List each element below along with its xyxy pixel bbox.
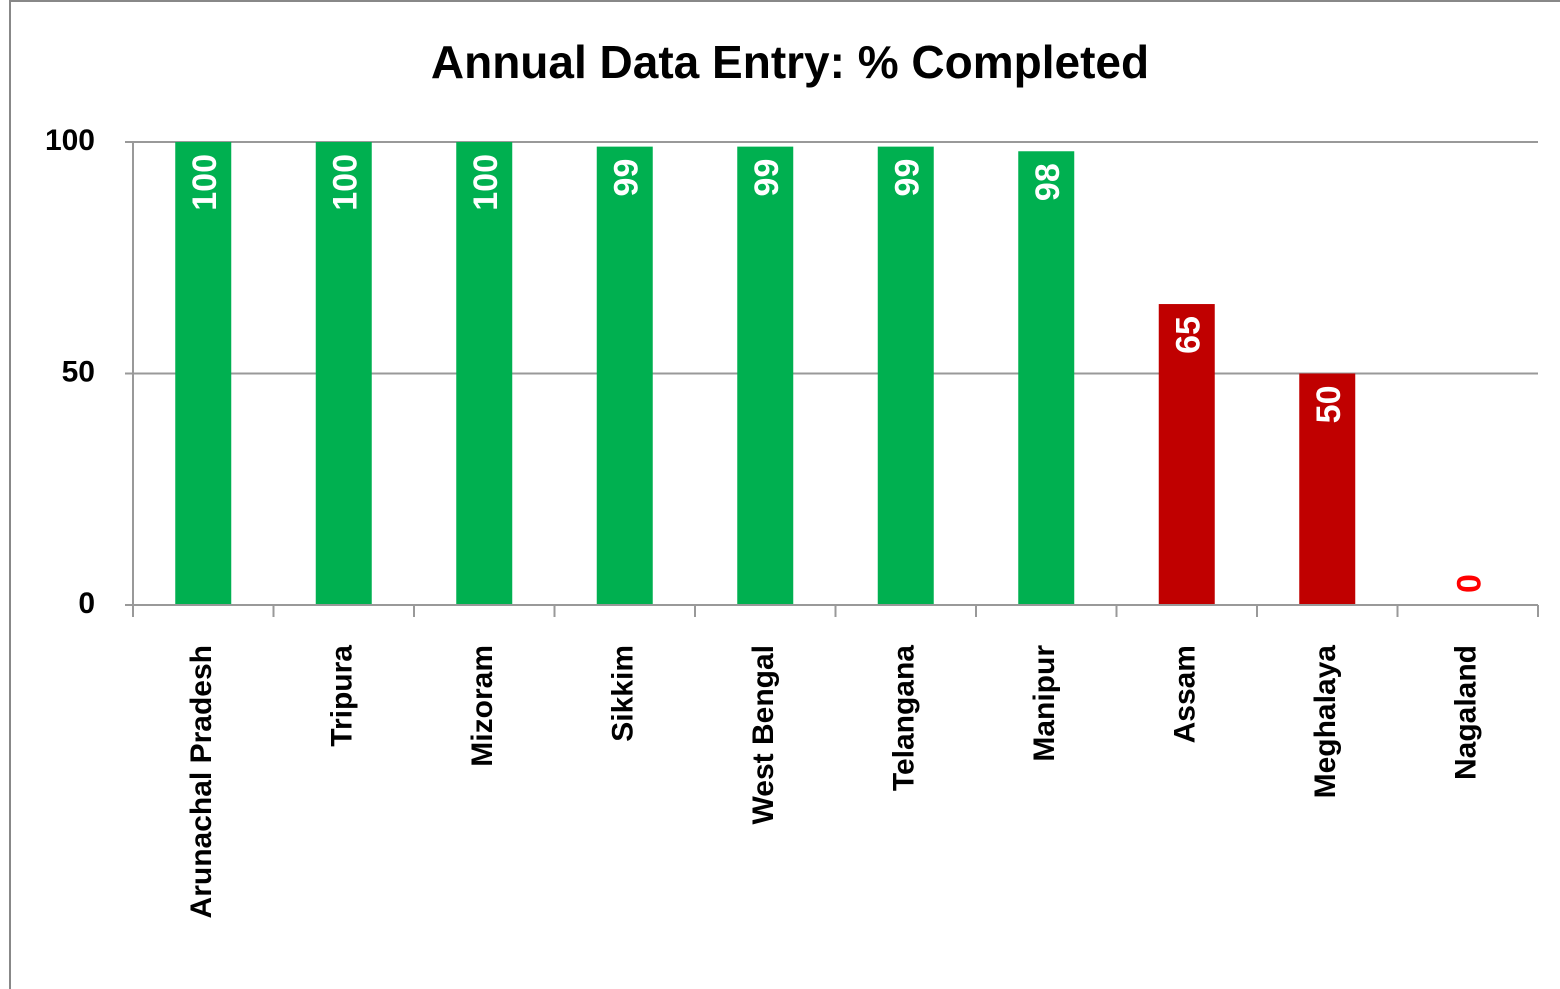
- y-tick-label: 50: [62, 355, 95, 388]
- bar: [456, 142, 513, 605]
- value-label: 0: [1451, 574, 1489, 593]
- x-tick-label: Telangana: [888, 645, 921, 791]
- x-tick-label: Nagaland: [1450, 645, 1483, 780]
- bar: [737, 146, 794, 605]
- bar: [1158, 304, 1215, 605]
- value-label: 100: [467, 154, 505, 211]
- value-label: 99: [748, 159, 786, 197]
- bar: [596, 146, 653, 605]
- x-tick-label: Sikkim: [607, 645, 640, 742]
- value-label: 50: [1310, 386, 1348, 424]
- bar: [877, 146, 934, 605]
- x-tick-label: Assam: [1169, 645, 1202, 743]
- value-label: 98: [1029, 163, 1067, 201]
- bar: [175, 142, 232, 605]
- bar: [1018, 151, 1075, 605]
- value-label: 99: [889, 159, 927, 197]
- x-tick-label: West Bengal: [747, 645, 780, 825]
- x-tick-label: Mizoram: [466, 645, 499, 767]
- bar: [315, 142, 372, 605]
- x-tick-label: Arunachal Pradesh: [185, 645, 218, 918]
- x-tick-label: Manipur: [1028, 645, 1061, 762]
- x-tick-label: Tripura: [326, 645, 359, 747]
- value-label: 99: [608, 159, 646, 197]
- bar: [1299, 373, 1356, 605]
- x-tick-label: Meghalaya: [1309, 645, 1342, 799]
- value-label: 65: [1170, 316, 1208, 354]
- y-tick-label: 0: [78, 587, 95, 620]
- y-tick-label: 100: [45, 124, 95, 157]
- chart-title: Annual Data Entry: % Completed: [431, 36, 1149, 88]
- value-label: 100: [186, 154, 224, 211]
- value-label: 100: [327, 154, 365, 211]
